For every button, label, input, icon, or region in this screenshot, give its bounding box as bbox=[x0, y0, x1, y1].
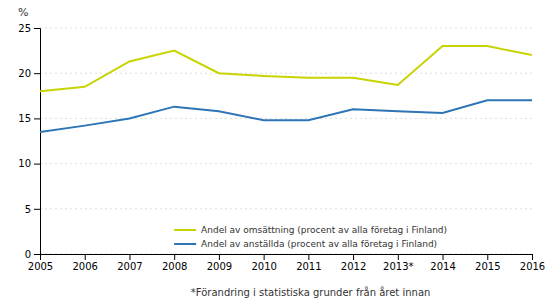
tick: 2009 bbox=[207, 254, 232, 272]
grid-line bbox=[40, 73, 532, 74]
legend-swatch bbox=[174, 229, 196, 231]
tick: 10 bbox=[18, 158, 40, 169]
grid-line bbox=[40, 28, 532, 29]
tick: 2010 bbox=[251, 254, 276, 272]
tick: 2016 bbox=[520, 254, 545, 272]
tick: 0 bbox=[25, 249, 40, 260]
legend-entry: Andel av omsättning (procent av alla för… bbox=[174, 225, 447, 235]
grid bbox=[40, 28, 532, 254]
tick-label: 25 bbox=[18, 23, 31, 34]
legend-label: Andel av anställda (procent av alla före… bbox=[201, 239, 437, 249]
tick-label: 2007 bbox=[117, 261, 142, 272]
tick-mark bbox=[34, 164, 40, 165]
y-axis-title: % bbox=[18, 6, 28, 19]
tick-mark bbox=[34, 28, 40, 29]
tick: 2012 bbox=[341, 254, 366, 272]
tick: 2015 bbox=[475, 254, 500, 272]
tick-mark bbox=[308, 254, 309, 260]
tick-label: 2010 bbox=[251, 261, 276, 272]
legend-label: Andel av omsättning (procent av alla för… bbox=[201, 225, 447, 235]
tick-label: 0 bbox=[25, 249, 31, 260]
axis-line bbox=[41, 255, 533, 261]
tick-label: 2005 bbox=[28, 261, 53, 272]
tick-mark bbox=[85, 254, 86, 260]
plot: 200520062007200820092010201120122013*201… bbox=[18, 23, 545, 272]
tick: 2006 bbox=[73, 254, 98, 272]
series-line bbox=[40, 46, 532, 91]
tick-label: 2014 bbox=[430, 261, 455, 272]
tick-mark bbox=[34, 209, 40, 210]
series-line bbox=[40, 100, 532, 132]
x-axis: 2005 2006 2007 2008 2009 2010 2011 2012 2013* 201… bbox=[28, 254, 545, 272]
lines bbox=[40, 46, 532, 132]
tick-mark bbox=[353, 254, 354, 260]
tick-mark bbox=[34, 254, 40, 255]
tick: 2013* bbox=[383, 254, 413, 272]
tick-mark bbox=[34, 73, 40, 74]
legend-entry: Andel av anställda (procent av alla före… bbox=[174, 239, 437, 249]
tick: 2008 bbox=[162, 254, 187, 272]
footnote: *Förandring i statistiska grunder från å… bbox=[191, 286, 431, 298]
chart: 200520062007200820092010201120122013*201… bbox=[0, 0, 554, 302]
tick-mark bbox=[264, 254, 265, 260]
tick: 2007 bbox=[117, 254, 142, 272]
grid-line bbox=[40, 163, 532, 164]
tick: 2011 bbox=[296, 254, 321, 272]
axis-line bbox=[34, 29, 41, 255]
legend: Andel av omsättning (procent av alla för… bbox=[174, 225, 447, 249]
tick: 15 bbox=[18, 113, 40, 124]
tick-label: 2011 bbox=[296, 261, 321, 272]
tick-mark bbox=[532, 254, 533, 260]
tick-label: 15 bbox=[18, 113, 31, 124]
tick-label: 2009 bbox=[207, 261, 232, 272]
tick-mark bbox=[174, 254, 175, 260]
tick-label: 2015 bbox=[475, 261, 500, 272]
tick-label: 20 bbox=[18, 68, 31, 79]
legend-swatch bbox=[174, 243, 196, 245]
tick-label: 2016 bbox=[520, 261, 545, 272]
tick-label: 2008 bbox=[162, 261, 187, 272]
tick-mark bbox=[129, 254, 130, 260]
tick-mark bbox=[34, 118, 40, 119]
grid-line bbox=[40, 118, 532, 119]
tick: 2005 bbox=[28, 254, 53, 272]
grid-line bbox=[40, 208, 532, 209]
tick-mark bbox=[398, 254, 399, 260]
tick-mark bbox=[443, 254, 444, 260]
tick-mark bbox=[219, 254, 220, 260]
tick: 2014 bbox=[430, 254, 455, 272]
tick: 20 bbox=[18, 68, 40, 79]
tick-label: 10 bbox=[18, 158, 31, 169]
tick-label: 2013* bbox=[383, 261, 413, 272]
tick-label: 2012 bbox=[341, 261, 366, 272]
tick: 5 bbox=[25, 204, 40, 215]
tick-label: 5 bbox=[25, 204, 31, 215]
tick: 25 bbox=[18, 23, 40, 34]
y-axis: 0 5 10 15 20 25 bbox=[18, 23, 40, 260]
tick-mark bbox=[487, 254, 488, 260]
tick-label: 2006 bbox=[73, 261, 98, 272]
